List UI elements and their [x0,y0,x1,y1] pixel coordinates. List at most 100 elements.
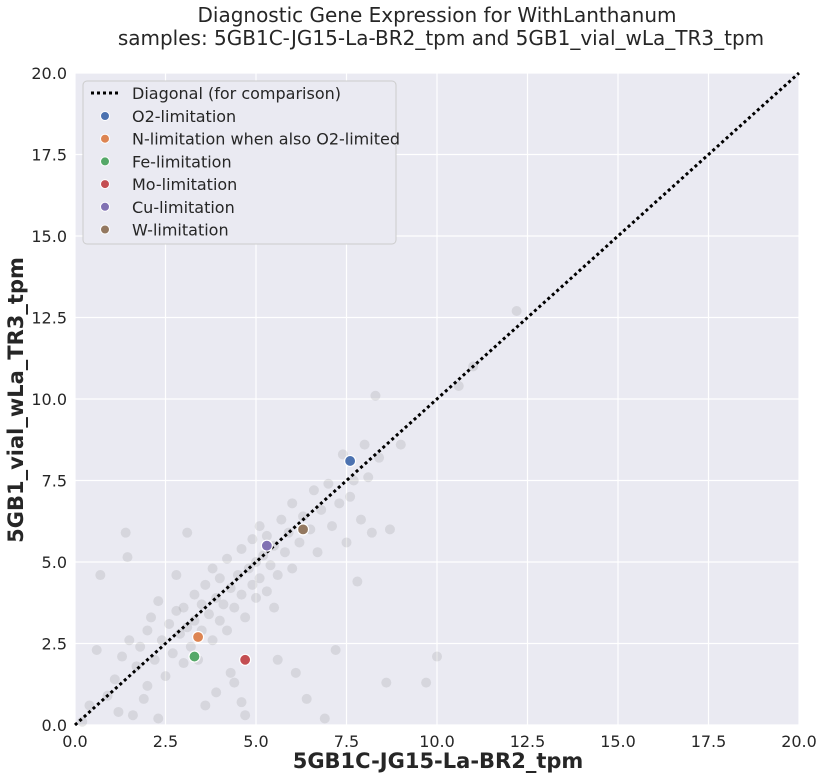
gene-point [370,390,381,401]
gene-point [135,641,146,652]
gene-point [214,573,225,584]
legend-label-diagonal: Diagonal (for comparison) [132,84,341,103]
gene-point [348,475,359,486]
y-axis-label: 5GB1_vial_wLa_TR3_tpm [4,257,28,543]
diagonal-line [73,71,801,727]
gene-point [229,602,240,613]
gene-point [178,602,189,613]
gene-point [109,674,120,685]
gene-point [345,491,356,502]
series-point-cu-limitation [260,539,273,552]
gene-point [185,641,196,652]
gene-point [207,563,218,574]
x-tick-label: 15.0 [600,732,636,751]
y-tick-label: 5.0 [42,553,67,572]
gene-point [247,534,258,545]
gene-point [236,543,247,554]
gene-point [269,602,280,613]
gene-point [91,645,102,656]
legend-label: O2-limitation [132,107,236,126]
gene-point [182,527,193,538]
x-tick-label: 5.0 [243,732,268,751]
legend-box [82,80,397,245]
y-tick-label: 12.5 [31,309,67,328]
gene-point [381,677,392,688]
gene-point [142,625,153,636]
gene-point [138,693,149,704]
legend: Diagonal (for comparison) O2-limitation N… [82,80,400,245]
y-tick-label: 20.0 [31,64,67,83]
gene-point [298,511,309,522]
gene-point [323,478,334,489]
gene-point [127,710,138,721]
gene-point [384,524,395,535]
y-axis-ticks: 0.0 2.5 5.0 7.5 10.0 12.5 15.0 17.5 20.0 [31,64,67,735]
gene-point [337,449,348,460]
gene-point [272,654,283,665]
gene-point [222,553,233,564]
background-gene-points [77,305,522,727]
gene-point [189,615,200,626]
x-tick-label: 17.5 [691,732,727,751]
series-point-n-limitation-when-also-o2-limited [191,630,205,644]
y-tick-label: 15.0 [31,227,67,246]
gene-point [308,485,319,496]
highlighted-gene-points [188,454,357,666]
gene-point [214,615,225,626]
gene-point [276,514,287,525]
gene-point [160,671,171,682]
gene-point [511,305,522,316]
gene-point [287,498,298,509]
gene-point [171,605,182,616]
legend-marker [100,156,110,167]
legend-marker [100,201,110,212]
gene-point [341,537,352,548]
gene-point [287,563,298,574]
chart-title-line-1: Diagnostic Gene Expression for WithLanth… [197,3,676,27]
gene-point [261,586,272,597]
gene-point [117,651,128,662]
gene-point [279,547,290,558]
gene-point [153,713,164,724]
gene-point [95,570,106,581]
x-tick-label: 12.5 [510,732,546,751]
x-tick-label: 0.0 [62,732,87,751]
series-point-w-limitation [296,523,310,536]
gene-point [236,697,247,708]
gene-point [251,592,261,603]
legend-marker [100,111,110,121]
gene-point [225,583,236,594]
gene-point [240,710,251,721]
gene-point [189,589,200,600]
gene-point [294,537,305,548]
legend-marker [100,224,110,235]
legend-label: Fe-limitation [132,152,232,171]
gene-point [265,560,276,571]
x-axis-ticks: 0.0 2.5 5.0 7.5 10.0 12.5 15.0 17.5 20.0 [62,732,817,751]
gene-point [124,635,135,646]
gene-point [366,527,377,538]
gene-point [167,648,178,659]
gene-point [247,579,258,590]
gene-point [421,677,432,688]
legend-series-items: O2-limitation N-limitation when also O2-l… [100,107,400,240]
legend-label: W-limitation [132,221,229,240]
gene-point [359,439,370,450]
gene-point [171,570,182,581]
x-tick-label: 2.5 [153,732,178,751]
gene-point [301,693,312,704]
gene-point [254,521,265,532]
gene-point [207,635,218,646]
gene-point [363,472,374,483]
legend-label: N-limitation when also O2-limited [132,130,400,149]
series-point-o2-limitation [344,454,357,468]
gene-point [312,547,323,558]
legend-marker [100,133,110,144]
y-tick-label: 7.5 [42,472,67,491]
gene-point [211,687,222,698]
gene-point [232,570,243,581]
gene-point [218,599,229,610]
gene-point [146,612,157,623]
gene-point [142,680,153,691]
series-point-mo-limitation [239,653,252,666]
